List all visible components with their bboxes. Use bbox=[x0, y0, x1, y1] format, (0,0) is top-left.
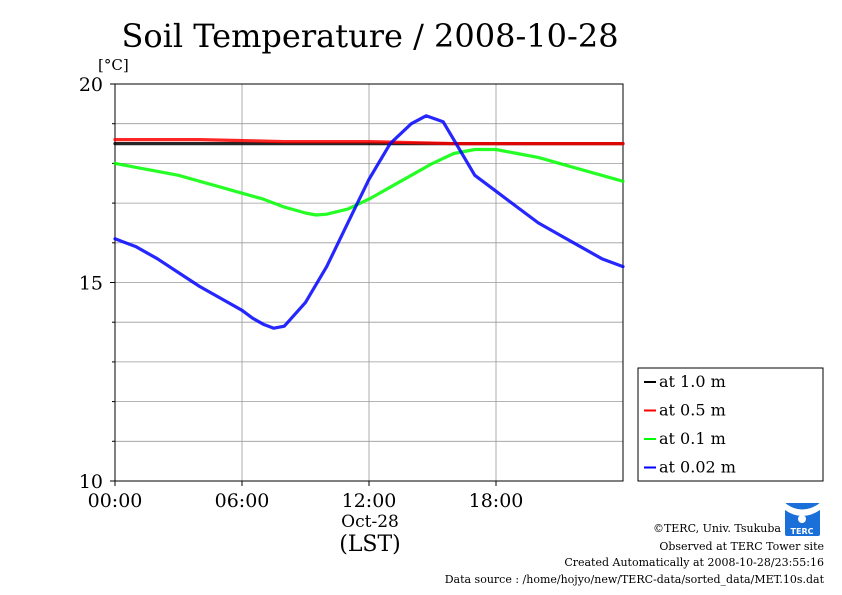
y-tick-labels: 10 15 20 bbox=[79, 74, 115, 493]
x-axis-date-label: Oct-28 bbox=[341, 512, 399, 532]
series-lines bbox=[113, 114, 625, 330]
x-tick-label: 12:00 bbox=[342, 490, 397, 512]
series-line bbox=[113, 138, 625, 146]
x-tick-label: 06:00 bbox=[215, 490, 270, 512]
observed-text: Observed at TERC Tower site bbox=[659, 540, 824, 553]
x-axis-label: (LST) bbox=[339, 532, 401, 557]
y-tick-label: 10 bbox=[79, 471, 103, 493]
y-tick-label: 20 bbox=[79, 74, 103, 96]
legend-label: at 0.02 m bbox=[659, 458, 736, 477]
logo-text: TERC bbox=[791, 527, 814, 536]
series-line bbox=[113, 114, 625, 330]
created-text: Created Automatically at 2008-10-28/23:5… bbox=[564, 556, 824, 569]
terc-logo: TERC bbox=[785, 503, 820, 536]
data-source-text: Data source : /home/hojyo/new/TERC-data/… bbox=[445, 573, 825, 586]
y-axis-unit: [°C] bbox=[98, 56, 129, 74]
copyright-text: ©TERC, Univ. Tsukuba bbox=[653, 522, 781, 535]
legend: at 1.0 m at 0.5 m at 0.1 m at 0.02 m bbox=[637, 367, 824, 482]
chart-title: Soil Temperature / 2008-10-28 bbox=[121, 17, 618, 55]
legend-label: at 1.0 m bbox=[659, 372, 726, 391]
legend-label: at 0.5 m bbox=[659, 401, 726, 420]
y-tick-label: 15 bbox=[79, 273, 103, 295]
x-tick-label: 00:00 bbox=[88, 490, 143, 512]
x-tick-labels: 00:00 06:00 12:00 18:00 bbox=[88, 481, 524, 512]
legend-label: at 0.1 m bbox=[659, 429, 726, 448]
x-tick-label: 18:00 bbox=[469, 490, 524, 512]
legend-box bbox=[637, 367, 824, 482]
